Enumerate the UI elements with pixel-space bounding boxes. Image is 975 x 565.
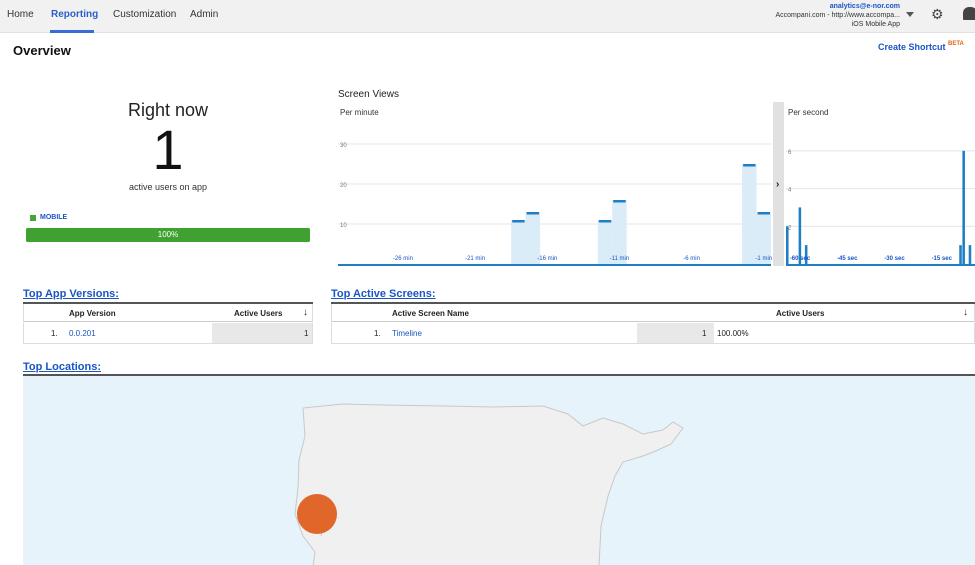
y-tick-label: 30: [340, 143, 347, 149]
mobile-legend-swatch: [30, 215, 36, 221]
column-header-screen-name[interactable]: Active Screen Name: [392, 309, 469, 318]
x-tick-label: -11 min: [610, 256, 630, 262]
x-tick-label: -6 min: [683, 256, 700, 262]
bar[interactable]: [959, 245, 962, 264]
location-marker[interactable]: [297, 494, 337, 534]
row-index: 1.: [374, 329, 381, 338]
screen-views-chart: 10 20 30 -26 min -21 min -16 min -11 min -6 min…: [338, 102, 975, 266]
x-tick-label: -1 min: [755, 256, 772, 262]
x-tick-label: -30 sec: [884, 256, 905, 262]
chevron-right-icon[interactable]: ›: [776, 179, 779, 190]
gear-icon[interactable]: ⚙: [931, 6, 944, 22]
account-email: analytics@e-nor.com: [829, 3, 900, 10]
y-tick-label: 6: [788, 150, 792, 156]
beta-badge: BETA: [948, 41, 964, 47]
chevron-down-icon[interactable]: [906, 12, 914, 17]
right-now-title: Right now: [127, 100, 209, 120]
arrow-down-icon[interactable]: ↓: [303, 307, 308, 318]
bar[interactable]: [962, 150, 965, 264]
x-tick-label: -45 sec: [837, 256, 858, 262]
bar-highlight: [742, 164, 757, 264]
y-tick-label: 20: [340, 183, 347, 189]
active-users-value: 1: [304, 329, 309, 338]
app-versions-table: App Version Active Users ↓ 1. 0.0.201 1: [23, 302, 313, 344]
page-title: Overview: [13, 43, 71, 58]
active-users-cell: [637, 323, 714, 343]
bar[interactable]: [613, 200, 626, 203]
bar-highlight: [612, 200, 627, 264]
device-share-bar: 100%: [26, 228, 310, 242]
active-users-cell: [212, 323, 312, 343]
x-tick-label: -16 min: [537, 256, 557, 262]
per-minute-chart: 10 20 30 -26 min -21 min -16 min -11 min -6 min…: [338, 143, 772, 266]
tab-reporting[interactable]: Reporting: [51, 9, 99, 20]
device-share-fill: [26, 228, 310, 242]
bar-highlight: [756, 212, 771, 264]
bar[interactable]: [598, 220, 612, 223]
tab-home[interactable]: Home: [7, 9, 34, 20]
x-tick-label: -60 sec: [790, 256, 811, 262]
y-tick-label: 2: [788, 225, 792, 231]
bar-highlight: [511, 220, 526, 264]
map-canvas: [294, 403, 684, 565]
top-locations-title[interactable]: Top Locations:: [23, 361, 102, 373]
active-users-percent: 100.00%: [717, 329, 749, 338]
column-header-app-version[interactable]: App Version: [69, 309, 116, 318]
y-tick-label: 4: [788, 188, 792, 194]
chart-divider: [773, 102, 784, 266]
active-users-value: 1: [702, 329, 707, 338]
x-tick-label: -26 min: [393, 256, 413, 262]
active-users-count: 1: [152, 118, 184, 181]
bar[interactable]: [757, 212, 770, 215]
chart-baseline: [338, 264, 771, 266]
locations-map[interactable]: [23, 374, 975, 565]
bar[interactable]: [968, 245, 972, 264]
table-row: 1. 0.0.201 1: [23, 323, 313, 344]
active-tab-indicator: [50, 30, 94, 33]
app-version-link[interactable]: 0.0.201: [69, 329, 96, 338]
table-header: App Version Active Users ↓: [23, 304, 313, 322]
device-share-percent: 100%: [157, 230, 179, 239]
row-index: 1.: [51, 329, 58, 338]
column-header-active-users[interactable]: Active Users: [234, 309, 283, 318]
y-tick-label: 10: [340, 223, 347, 229]
bar[interactable]: [804, 245, 808, 264]
top-app-versions-title[interactable]: Top App Versions:: [23, 288, 119, 300]
bar[interactable]: [526, 212, 540, 215]
account-view: iOS Mobile App: [851, 21, 900, 28]
bar[interactable]: [786, 226, 789, 264]
x-tick-label: -21 min: [465, 256, 485, 262]
top-active-screens-title[interactable]: Top Active Screens:: [331, 288, 436, 300]
tab-customization[interactable]: Customization: [113, 9, 177, 20]
per-second-chart: 2 4 6 -60 sec -45 sec -30 sec -15 sec: [786, 150, 975, 266]
north-america-landmass: [294, 403, 684, 565]
bar-highlight: [525, 212, 541, 264]
bell-icon[interactable]: [963, 7, 975, 20]
tab-admin[interactable]: Admin: [190, 9, 219, 20]
mobile-legend-label: MOBILE: [40, 214, 68, 221]
screen-name-link[interactable]: Timeline: [392, 329, 422, 338]
bar[interactable]: [512, 220, 525, 223]
x-tick-label: -15 sec: [932, 256, 953, 262]
table-header: Active Screen Name Active Users ↓: [331, 304, 975, 322]
active-users-subtitle: active users on app: [128, 182, 208, 192]
bar[interactable]: [743, 164, 756, 167]
account-selector[interactable]: analytics@e-nor.com Accompani.com - http…: [776, 2, 901, 29]
bar[interactable]: [798, 207, 802, 264]
create-shortcut-link[interactable]: Create Shortcut: [878, 42, 946, 52]
chart-baseline: [786, 264, 975, 266]
arrow-down-icon[interactable]: ↓: [963, 307, 968, 318]
per-second-label: Per second: [788, 108, 828, 117]
per-minute-label: Per minute: [340, 108, 379, 117]
top-navigation: Home Reporting Customization Admin analy…: [0, 0, 975, 33]
bar-highlight: [597, 220, 613, 264]
account-property: Accompani.com - http://www.accompa...: [775, 12, 901, 19]
column-header-active-users[interactable]: Active Users: [776, 309, 825, 318]
active-screens-table: Active Screen Name Active Users ↓ 1. Tim…: [331, 302, 975, 344]
screen-views-title: Screen Views: [338, 89, 399, 100]
table-row: 1. Timeline 1 100.00%: [331, 323, 975, 344]
